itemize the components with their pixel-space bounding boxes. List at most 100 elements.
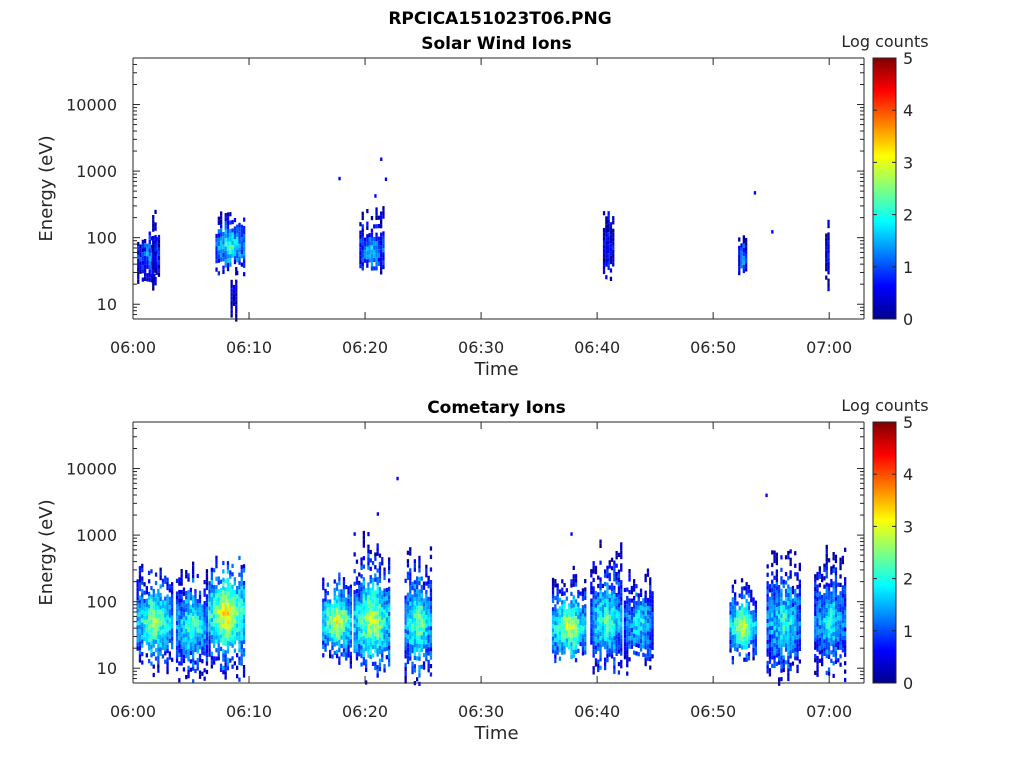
spectrogram-cell [210,651,213,656]
spectrogram-cell [644,620,647,625]
spectrogram-cell [798,604,801,609]
spectrogram-cell [192,570,195,575]
spectrogram-cell [148,256,151,261]
spectrogram-cell [752,614,755,619]
spectrogram-cell [208,610,211,615]
spectrogram-cell [213,660,216,665]
spectrogram-cell [556,642,559,647]
spectrogram-cell [409,597,412,602]
spectrogram-cell [628,657,631,662]
spectrogram-cell [233,610,236,615]
spectrogram-cell [729,610,732,615]
spectrogram-cell [750,610,753,615]
spectrogram-cell [609,239,613,244]
spectrogram-cell [615,614,618,619]
spectrogram-cell [821,653,824,658]
spectrogram-cell [798,642,801,647]
spectrogram-cell [780,656,783,661]
spectrogram-cell [628,644,631,649]
spectrogram-cell [378,641,382,646]
spectrogram-cell [778,589,781,594]
spectrogram-cell [574,628,578,633]
spectrogram-cell [607,257,610,262]
spectrogram-cell [411,602,414,607]
spectrogram-cell [740,637,744,642]
spectrogram-cell [194,622,197,627]
spectrogram-cell [416,610,419,615]
spectrogram-cell [747,614,751,619]
spectrogram-cell [798,625,801,630]
spectrogram-cell [148,596,151,601]
spectrogram-cell [628,640,631,645]
spectrogram-cell [164,647,167,652]
spectrogram-cell [646,639,650,645]
spectrogram-cell [376,568,379,573]
spectrogram-cell [649,648,652,653]
spectrogram-cell [242,652,246,657]
spectrogram-cell [827,266,830,271]
spectrogram-cell [205,636,209,641]
spectrogram-cell [220,211,223,216]
spectrogram-cell [607,261,610,266]
spectrogram-cell [213,626,216,632]
spectrogram-cell [613,606,616,611]
spectrogram-cell [429,643,433,648]
spectrogram-cell [592,611,595,616]
spectrogram-cell [599,640,602,645]
spectrogram-cell [626,604,629,609]
spectrogram-cell [148,608,151,613]
spectrogram-cell [152,597,155,602]
spectrogram-cell [198,645,202,650]
spectrogram-cell [577,602,580,607]
spectrogram-cell [613,577,616,582]
spectrogram-cell [203,630,206,635]
spectrogram-cell [734,596,737,601]
spectrogram-cell [338,648,341,653]
spectrogram-cell [331,646,334,651]
spectrogram-cell [409,593,412,598]
spectrogram-cell [832,594,835,599]
spectrogram-cell [235,271,238,276]
spectrogram-cell [338,635,341,640]
spectrogram-cell [577,619,580,624]
spectrogram-cell [347,586,350,591]
spectrogram-cell [150,661,153,666]
spectrogram-cell [192,607,195,612]
spectrogram-cell [814,616,817,621]
spectrogram-cell [369,621,372,626]
spectrogram-cell [558,639,562,644]
spectrogram-cell [376,585,379,590]
spectrogram-cell [561,650,564,655]
spectrogram-cell [347,628,350,633]
spectrogram-cell [378,566,382,571]
spectrogram-cell [425,619,428,624]
spectrogram-cell [164,613,167,618]
spectrogram-cell [180,615,183,620]
spectrogram-cell [610,637,614,642]
spectrogram-cell [568,603,571,608]
spectrogram-cell [182,658,186,664]
spectrogram-cell [630,640,633,645]
spectrogram-cell [635,638,638,643]
spectrogram-cell [242,589,246,594]
spectrogram-cell [242,669,246,674]
spectrogram-cell [219,596,223,601]
spectrogram-cell [413,639,416,644]
spectrogram-cell [649,657,652,662]
colorbar-frame [872,57,897,320]
spectrogram-cell [361,236,364,242]
spectrogram-cell [380,232,383,237]
spectrogram-cell [224,587,227,592]
spectrogram-cell [353,623,356,628]
spectrogram-cell [215,564,218,569]
spectrogram-cell [201,617,204,622]
spectrogram-cell [745,628,748,633]
spectrogram-cell [416,597,419,602]
spectrogram-cell [377,253,380,258]
spectrogram-cell [633,633,636,638]
spectrogram-cell [180,653,183,658]
spectrogram-cell [229,262,232,267]
spectrogram-cell [729,602,732,607]
spectrogram-cell [175,591,179,596]
spectrogram-cell [830,599,833,605]
